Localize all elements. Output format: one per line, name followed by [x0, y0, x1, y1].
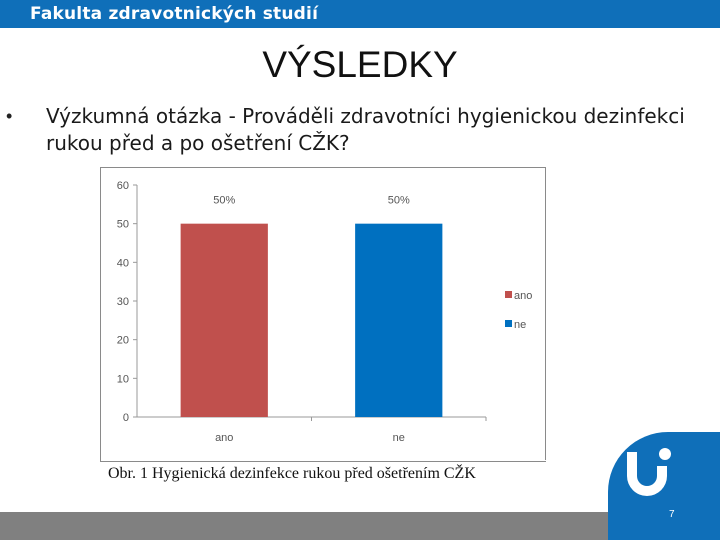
bar-ne: [355, 223, 443, 417]
x-tick-label: ne: [393, 432, 405, 444]
legend-label: ano: [514, 290, 532, 302]
bar-chart: 0 10 20 30 40 50 60 50% ano 50% ne ano ne: [117, 180, 533, 444]
y-tick-label: 10: [117, 373, 129, 385]
chart-border: [545, 167, 546, 460]
bar-ano: [180, 223, 268, 417]
chart-frame: 0 10 20 30 40 50 60 50% ano 50% ne ano ne: [100, 167, 546, 462]
legend-label: ne: [514, 319, 526, 331]
header-bar: Fakulta zdravotnických studií: [0, 0, 720, 28]
y-tick-label: 40: [117, 257, 129, 269]
figure-caption: Obr. 1 Hygienická dezinfekce rukou před …: [108, 465, 476, 482]
y-tick-label: 0: [123, 412, 129, 424]
y-tick-label: 50: [117, 219, 129, 231]
legend-swatch-ne: [505, 320, 512, 327]
data-label: 50%: [388, 195, 410, 207]
y-tick-label: 60: [117, 180, 129, 192]
slide-title: VÝSLEDKY: [262, 44, 458, 85]
legend-swatch-ano: [505, 291, 512, 298]
y-tick-label: 20: [117, 335, 129, 347]
university-u-logo-icon: [627, 448, 671, 496]
research-question: Výzkumná otázka - Prováděli zdravotníci …: [46, 104, 685, 155]
x-tick-label: ano: [215, 432, 233, 444]
bullet-icon: •: [6, 106, 13, 126]
page-number: 7: [669, 509, 675, 520]
footer-bar: [0, 512, 720, 540]
faculty-name: Fakulta zdravotnických studií: [30, 4, 319, 24]
data-label: 50%: [213, 195, 235, 207]
y-tick-label: 30: [117, 296, 129, 308]
